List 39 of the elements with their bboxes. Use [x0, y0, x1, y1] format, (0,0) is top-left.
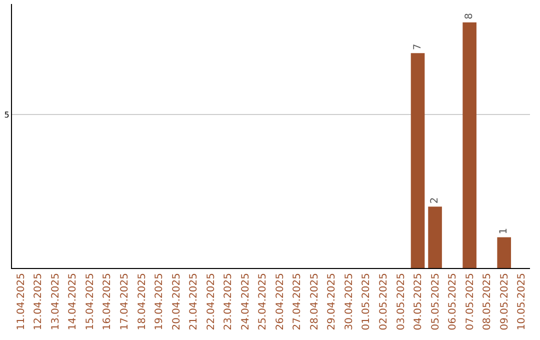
- x-tick-label: 01.05.2025: [361, 273, 372, 330]
- data-label: 1: [498, 228, 510, 234]
- x-tick-label: 26.04.2025: [274, 273, 286, 330]
- bar: [410, 53, 425, 268]
- x-tick-label: 23.04.2025: [223, 273, 234, 330]
- data-label: 7: [412, 44, 424, 50]
- x-tick-label: 22.04.2025: [206, 273, 217, 330]
- x-tick-label: 14.04.2025: [68, 273, 79, 330]
- x-tick-label: 21.04.2025: [188, 273, 200, 330]
- x-tick-label: 24.04.2025: [240, 273, 252, 330]
- data-label: 2: [430, 197, 441, 204]
- x-tick-label: 10.05.2025: [516, 273, 528, 330]
- x-tick-label: 13.04.2025: [50, 273, 62, 330]
- x-tick-label: 06.05.2025: [448, 273, 459, 330]
- bar: [497, 237, 512, 268]
- x-tick-label: 12.04.2025: [33, 273, 44, 330]
- x-tick-label: 28.04.2025: [309, 273, 320, 330]
- x-tick-label: 03.05.2025: [396, 273, 407, 330]
- x-tick-label: 16.04.2025: [102, 273, 114, 330]
- x-tick-label: 19.04.2025: [154, 273, 166, 330]
- bar: [462, 22, 476, 268]
- bar: [428, 206, 442, 268]
- data-label: 8: [464, 13, 476, 20]
- x-tick-label: 08.05.2025: [482, 273, 494, 330]
- x-tick-label: 02.05.2025: [378, 273, 390, 330]
- x-tick-label: 15.04.2025: [84, 273, 96, 330]
- x-tick-label: 27.04.2025: [292, 273, 304, 330]
- x-tick-label: 29.04.2025: [326, 273, 338, 330]
- x-tick-label: 09.05.2025: [499, 273, 510, 330]
- y-tick-label: 5: [4, 110, 10, 120]
- x-tick-label: 20.04.2025: [171, 273, 182, 330]
- x-tick-label: 04.05.2025: [413, 273, 424, 330]
- x-tick-label: 25.04.2025: [258, 273, 269, 330]
- x-tick-label: 30.04.2025: [344, 273, 355, 330]
- x-tick-label: 05.05.2025: [430, 273, 442, 330]
- x-tick-label: 18.04.2025: [136, 273, 148, 330]
- x-tick-label: 11.04.2025: [16, 273, 27, 330]
- x-tick-label: 17.04.2025: [119, 273, 130, 330]
- x-tick-label: 07.05.2025: [464, 273, 476, 330]
